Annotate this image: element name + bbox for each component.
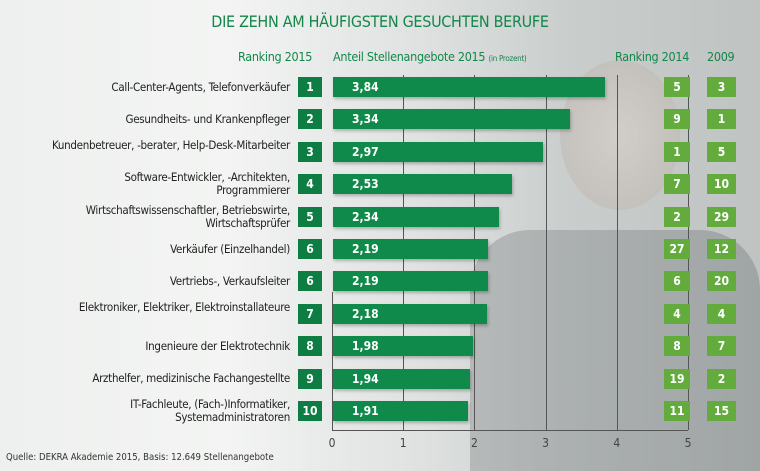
source-note: Quelle: DEKRA Akademie 2015, Basis: 12.6…	[6, 452, 274, 463]
rank-2009-badge: 5	[707, 141, 736, 162]
category-label: Wirtschaftswissenschaftler, Betriebswirt…	[85, 202, 291, 230]
rank-2015-badge: 7	[298, 303, 322, 324]
rank-2014-badge: 19	[664, 368, 690, 389]
category-label: IT-Fachleute, (Fach-)Informatiker, Syste…	[130, 397, 290, 424]
rank-2015-badge: 5	[298, 206, 322, 227]
rank-2014-badge: 1	[664, 141, 690, 162]
category-label: Kundenbetreuer, -berater, Help-Desk-Mita…	[51, 137, 290, 152]
rank-2014-badge: 6	[664, 271, 690, 292]
rank-2015-badge: 2	[298, 109, 322, 130]
bar-value-label: 2,34	[352, 209, 379, 224]
bar	[333, 401, 468, 421]
category-label: Vertriebs-, Verkaufsleiter	[169, 273, 290, 288]
category-label: Verkäufer (Einzelhandel)	[170, 241, 290, 256]
bar-value-label: 1,91	[352, 404, 379, 418]
rank-2009-badge: 1	[707, 109, 736, 130]
bar	[333, 336, 473, 357]
header-share-text: Anteil Stellenangebote 2015	[333, 49, 486, 64]
gridline	[545, 75, 547, 430]
rank-2009-badge: 4	[707, 303, 736, 324]
category-label: Ingenieure der Elektrotechnik	[145, 338, 290, 353]
rank-2015-badge: 10	[298, 401, 322, 421]
bar-value-label: 2,97	[352, 144, 379, 159]
rank-2015-badge: 6	[298, 271, 322, 292]
rank-2009-badge: 2	[707, 368, 736, 389]
rank-2015-badge: 3	[298, 141, 322, 162]
bar	[333, 368, 471, 389]
bar	[333, 271, 488, 292]
rank-2009-badge: 3	[707, 77, 736, 97]
bar	[333, 303, 488, 324]
rank-2014-badge: 9	[664, 109, 690, 130]
gridline	[616, 75, 618, 430]
header-rank-2009: 2009	[707, 49, 735, 64]
bar	[333, 239, 488, 259]
category-label: Arzthelfer, medizinische Fachangestellte	[92, 371, 290, 386]
rank-2014-badge: 4	[664, 303, 690, 324]
category-label: Gesundheits- und Krankenpfleger	[125, 111, 291, 126]
rank-2014-badge: 11	[664, 401, 690, 421]
bar-value-label: 3,84	[352, 80, 379, 94]
rank-2015-badge: 4	[298, 174, 322, 195]
bar-value-label: 2,53	[352, 177, 379, 192]
x-tick-label: 1	[399, 436, 407, 450]
bar-value-label: 1,94	[352, 371, 379, 386]
bar	[333, 206, 499, 227]
rank-2009-badge: 20	[707, 271, 736, 292]
y-axis-line	[332, 292, 333, 430]
rank-2015-badge: 1	[298, 77, 322, 97]
header-rank-2015: Ranking 2015	[238, 49, 313, 64]
header-rank-2014: Ranking 2014	[615, 49, 690, 64]
category-label: Elektroniker, Elektriker, Elektroinstall…	[78, 299, 290, 314]
category-label: Call-Center-Agents, Telefonverkäufer	[111, 79, 290, 94]
bar	[333, 109, 570, 130]
bar-value-label: 2,19	[352, 242, 379, 256]
rank-2014-badge: 8	[664, 336, 690, 357]
rank-2014-badge: 7	[664, 174, 690, 195]
x-tick-label: 4	[613, 436, 621, 450]
rank-2009-badge: 29	[707, 206, 736, 227]
rank-2015-badge: 6	[298, 239, 322, 259]
rank-2015-badge: 8	[298, 336, 322, 357]
bar	[333, 141, 544, 162]
rank-2014-badge: 27	[664, 239, 690, 259]
category-label: Software-Entwickler, -Architekten, Progr…	[124, 170, 290, 198]
x-tick-label: 3	[542, 436, 550, 450]
bar-value-label: 2,18	[352, 306, 379, 321]
rank-2009-badge: 10	[707, 174, 736, 195]
rank-2014-badge: 2	[664, 206, 690, 227]
bar	[333, 174, 513, 195]
bar	[333, 77, 606, 97]
chart-title: DIE ZEHN AM HÄUFIGSTEN GESUCHTEN BERUFE	[211, 12, 549, 31]
x-tick-label: 0	[328, 436, 336, 450]
rank-2009-badge: 12	[707, 239, 736, 259]
rank-2009-badge: 15	[707, 401, 736, 421]
bar-value-label: 2,19	[352, 274, 379, 289]
x-axis	[332, 430, 688, 431]
rank-2014-badge: 5	[664, 77, 690, 97]
header-share: Anteil Stellenangebote 2015 (in Prozent)	[333, 49, 527, 64]
bar-value-label: 1,98	[352, 339, 379, 354]
header-share-unit: (in Prozent)	[488, 54, 527, 63]
rank-2009-badge: 7	[707, 336, 736, 357]
x-tick-label: 5	[684, 436, 692, 450]
bar-value-label: 3,34	[352, 112, 379, 127]
x-tick-label: 2	[470, 436, 478, 450]
rank-2015-badge: 9	[298, 368, 322, 389]
